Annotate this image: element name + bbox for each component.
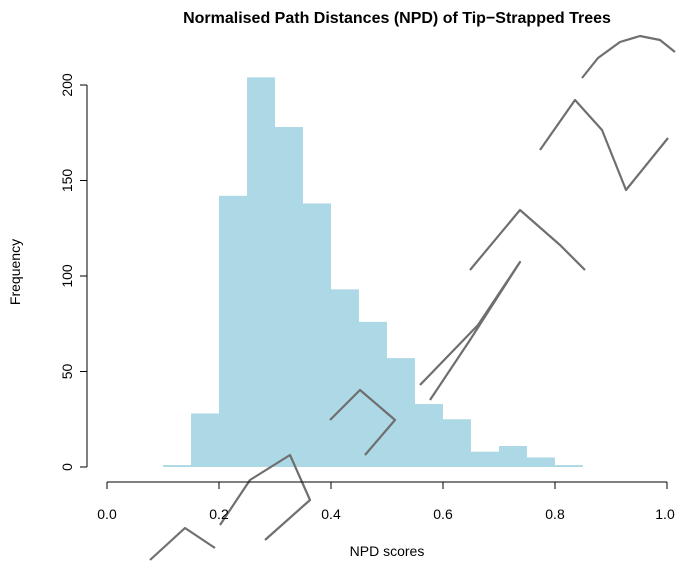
x-tick-label: 0.2 xyxy=(209,506,229,522)
x-tick-label: 0.6 xyxy=(433,506,453,522)
x-tick-label: 0.4 xyxy=(321,506,341,522)
histogram-bar xyxy=(191,413,219,467)
histogram-bar xyxy=(443,419,471,467)
histogram-bar xyxy=(303,203,331,468)
y-tick-label: 0 xyxy=(59,463,75,471)
histogram-bar xyxy=(415,403,443,467)
watermark xyxy=(149,34,676,561)
x-tick-label: 0.0 xyxy=(97,506,117,522)
y-tick-label: 100 xyxy=(59,264,75,288)
x-tick-label: 1.0 xyxy=(655,506,675,522)
histogram-bar xyxy=(499,445,527,467)
histogram-bars xyxy=(163,77,583,468)
histogram-bar xyxy=(527,457,555,467)
y-axis-label: Frequency xyxy=(7,239,23,305)
y-tick-label: 50 xyxy=(59,364,75,380)
histogram-bar xyxy=(471,451,499,467)
histogram-bar xyxy=(247,77,275,468)
x-tick-label: 0.8 xyxy=(545,506,565,522)
histogram-bar xyxy=(555,465,583,467)
histogram-bar xyxy=(387,358,415,467)
histogram-bar xyxy=(219,195,247,467)
histogram-bar xyxy=(331,289,359,467)
x-axis: 0.0 0.2 0.4 0.6 0.8 1.0 xyxy=(97,481,675,522)
chart-title: Normalised Path Distances (NPD) of Tip−S… xyxy=(183,10,611,27)
histogram-bar xyxy=(163,465,191,467)
y-tick-label: 200 xyxy=(59,73,75,97)
y-tick-label: 150 xyxy=(59,169,75,193)
histogram-bar xyxy=(275,127,303,468)
y-axis: 0 50 100 150 200 xyxy=(59,73,88,471)
x-axis-label: NPD scores xyxy=(350,543,425,559)
